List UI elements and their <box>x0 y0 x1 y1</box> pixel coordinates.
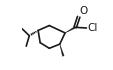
Polygon shape <box>65 27 75 33</box>
Text: Cl: Cl <box>86 23 97 33</box>
Text: O: O <box>78 6 87 16</box>
Polygon shape <box>59 44 64 56</box>
